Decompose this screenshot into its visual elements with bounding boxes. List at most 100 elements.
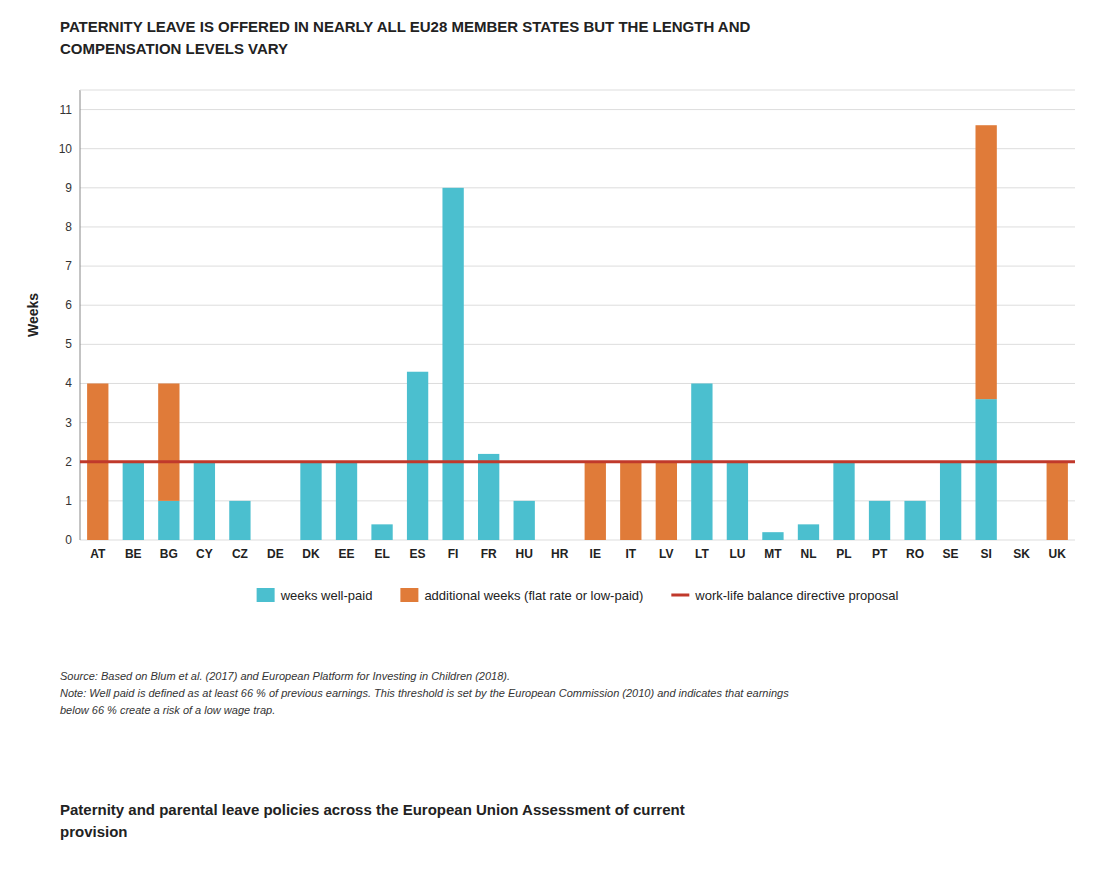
source-note-line: Note: Well paid is defined as at least 6… bbox=[60, 687, 789, 699]
bar-segment bbox=[798, 524, 819, 540]
bar-segment bbox=[371, 524, 392, 525]
title: PATERNITY LEAVE IS OFFERED IN NEARLY ALL… bbox=[60, 18, 751, 57]
grid-line bbox=[80, 461, 1075, 462]
title-line: COMPENSATION LEVELS VARY bbox=[60, 40, 288, 57]
grid bbox=[80, 110, 1075, 540]
bar-segment bbox=[371, 524, 392, 540]
grid-line bbox=[80, 305, 1075, 306]
y-tick-label: 1 bbox=[65, 494, 72, 508]
bar-segment bbox=[158, 501, 179, 540]
bar-segment bbox=[904, 500, 925, 501]
grid-line bbox=[80, 422, 1075, 423]
y-tick-label: 5 bbox=[65, 337, 72, 351]
source-note-line: Source: Based on Blum et al. (2017) and … bbox=[60, 670, 510, 682]
legend-swatch bbox=[400, 588, 418, 602]
y-axis-label: Weeks bbox=[25, 293, 41, 337]
y-tick-label: 11 bbox=[60, 103, 73, 117]
legend: weeks well-paidadditional weeks (flat ra… bbox=[257, 588, 899, 603]
bar-segment bbox=[762, 532, 783, 540]
bar-segment bbox=[620, 462, 641, 540]
y-tick-label: 8 bbox=[65, 220, 72, 234]
bar-segment bbox=[229, 501, 250, 540]
x-tick-label: SE bbox=[943, 547, 959, 561]
x-tick-label: LT bbox=[695, 547, 709, 561]
grid-line bbox=[80, 109, 1075, 110]
bar-segment bbox=[869, 500, 890, 501]
bar-segment bbox=[229, 500, 250, 501]
x-tick-label: HU bbox=[516, 547, 533, 561]
footer-line: provision bbox=[60, 823, 128, 840]
x-tick-label: UK bbox=[1049, 547, 1067, 561]
x-tick-label: FI bbox=[448, 547, 459, 561]
bar-segment bbox=[798, 524, 819, 525]
bar-segment bbox=[194, 462, 215, 540]
legend-swatch bbox=[257, 588, 275, 602]
x-tick-label: SI bbox=[980, 547, 991, 561]
x-tick-label: LU bbox=[729, 547, 745, 561]
bar-segment bbox=[762, 532, 783, 533]
bar-segment bbox=[585, 462, 606, 540]
footer: Paternity and parental leave policies ac… bbox=[60, 801, 685, 840]
bar-segment bbox=[976, 399, 997, 540]
bar-segment bbox=[336, 462, 357, 540]
x-tick-label: ES bbox=[410, 547, 426, 561]
legend-swatch bbox=[671, 594, 689, 597]
grid-line bbox=[80, 226, 1075, 227]
x-tick-label: CZ bbox=[232, 547, 248, 561]
x-tick-label: FR bbox=[481, 547, 497, 561]
y-tick-label: 2 bbox=[65, 455, 72, 469]
bar-segment bbox=[904, 501, 925, 540]
bar-segment bbox=[478, 453, 499, 454]
x-tick-label: CY bbox=[196, 547, 213, 561]
y-tick-label: 4 bbox=[65, 376, 72, 390]
title-line: PATERNITY LEAVE IS OFFERED IN NEARLY ALL… bbox=[60, 18, 751, 35]
reference-line bbox=[80, 460, 1075, 463]
x-tick-label: EE bbox=[339, 547, 355, 561]
bar-segment bbox=[727, 462, 748, 540]
y-tick-label: 7 bbox=[65, 259, 72, 273]
bar-segment bbox=[300, 462, 321, 540]
y-tick-label: 10 bbox=[59, 142, 73, 156]
x-tick-label: EL bbox=[374, 547, 389, 561]
bar-segment bbox=[123, 462, 144, 540]
x-tick-label: RO bbox=[906, 547, 924, 561]
y-tick-label: 3 bbox=[65, 416, 72, 430]
plot-top-edge bbox=[80, 90, 1075, 91]
bar-segment bbox=[407, 372, 428, 540]
bar-segment bbox=[442, 188, 463, 540]
x-tick-label: DK bbox=[302, 547, 320, 561]
grid-line bbox=[80, 344, 1075, 345]
grid-line bbox=[80, 383, 1075, 384]
bar-segment bbox=[514, 501, 535, 540]
bar-segment bbox=[833, 462, 854, 540]
x-tick-label: LV bbox=[659, 547, 673, 561]
y-tick-label: 6 bbox=[65, 298, 72, 312]
bar-segment bbox=[442, 187, 463, 188]
bar-segment bbox=[976, 125, 997, 399]
grid-line bbox=[80, 148, 1075, 149]
x-tick-label: PL bbox=[836, 547, 851, 561]
source-note: Source: Based on Blum et al. (2017) and … bbox=[60, 670, 789, 716]
x-tick-label: MT bbox=[764, 547, 782, 561]
bar-segment bbox=[549, 540, 570, 541]
x-tick-label: NL bbox=[800, 547, 816, 561]
chart: PATERNITY LEAVE IS OFFERED IN NEARLY ALL… bbox=[0, 0, 1105, 881]
grid-line bbox=[80, 266, 1075, 267]
x-tick-label: AT bbox=[90, 547, 106, 561]
x-tick-label: BE bbox=[125, 547, 142, 561]
bar-segment bbox=[869, 501, 890, 540]
bar-segment bbox=[549, 540, 570, 541]
bar-segment bbox=[656, 462, 677, 540]
y-tick-label: 9 bbox=[65, 181, 72, 195]
bar-segment bbox=[1047, 462, 1068, 540]
legend-label: additional weeks (flat rate or low-paid) bbox=[424, 588, 643, 603]
bar-segment bbox=[407, 371, 428, 372]
marks bbox=[80, 125, 1075, 540]
x-tick-label: SK bbox=[1013, 547, 1030, 561]
bar-segment bbox=[1011, 540, 1032, 541]
x-tick-label: IT bbox=[625, 547, 636, 561]
bar-segment bbox=[265, 540, 286, 541]
footer-line: Paternity and parental leave policies ac… bbox=[60, 801, 685, 818]
grid-line bbox=[80, 187, 1075, 188]
x-tick-label: PT bbox=[872, 547, 888, 561]
